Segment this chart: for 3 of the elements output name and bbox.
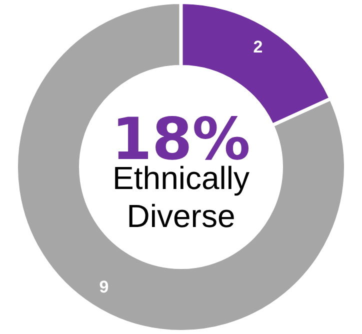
donut-slice xyxy=(16,2,346,332)
data-label: 2 xyxy=(253,38,263,57)
data-label: 9 xyxy=(99,277,109,296)
